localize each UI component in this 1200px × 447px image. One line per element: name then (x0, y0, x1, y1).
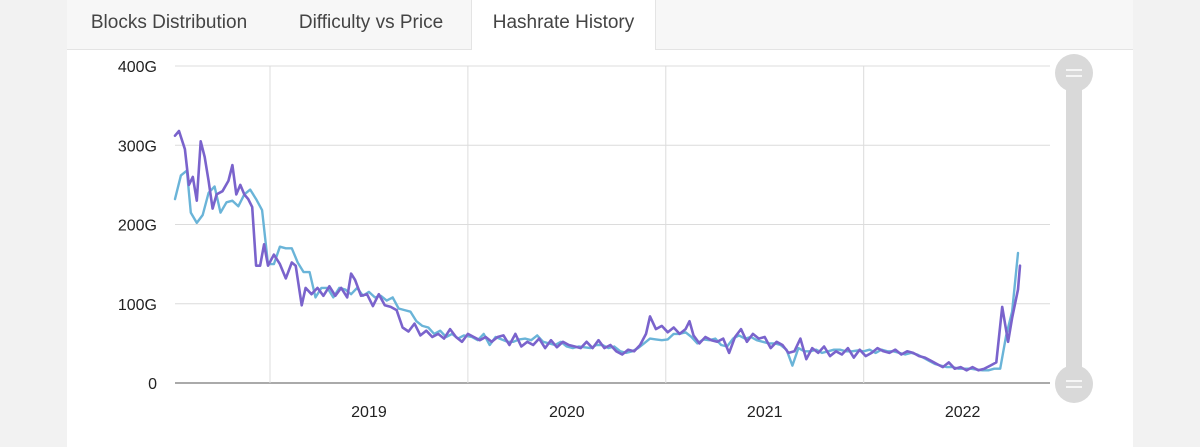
range-scrollbar[interactable] (1055, 54, 1093, 403)
y-axis: 400G 300G 200G 100G 0 (118, 59, 157, 393)
chart-grid (175, 65, 1050, 384)
y-tick-label: 400G (118, 59, 157, 76)
x-tick-label: 2020 (549, 404, 585, 421)
x-tick-label: 2022 (945, 404, 981, 421)
series-lines (173, 129, 1022, 372)
y-tick-label: 200G (118, 218, 157, 235)
y-tick-label: 300G (118, 138, 157, 155)
x-tick-label: 2021 (747, 404, 783, 421)
series-line-2 (173, 129, 1022, 372)
x-axis: 2019 2020 2021 2022 (351, 404, 980, 421)
tab-hashrate-history[interactable]: Hashrate History (471, 0, 656, 50)
y-tick-label: 100G (118, 297, 157, 314)
series-line-1 (173, 169, 1020, 372)
scrollbar-bottom-handle[interactable] (1055, 365, 1093, 403)
x-tick-label: 2019 (351, 404, 387, 421)
scrollbar-top-handle[interactable] (1055, 54, 1093, 92)
scrollbar-track[interactable] (1066, 73, 1082, 384)
tab-bar: Blocks Distribution Difficulty vs Price … (67, 0, 1133, 50)
tab-blocks-distribution[interactable]: Blocks Distribution (90, 12, 248, 33)
chart-card: Blocks Distribution Difficulty vs Price … (67, 0, 1133, 447)
y-tick-label: 0 (148, 376, 157, 393)
tab-difficulty-vs-price[interactable]: Difficulty vs Price (298, 12, 444, 33)
